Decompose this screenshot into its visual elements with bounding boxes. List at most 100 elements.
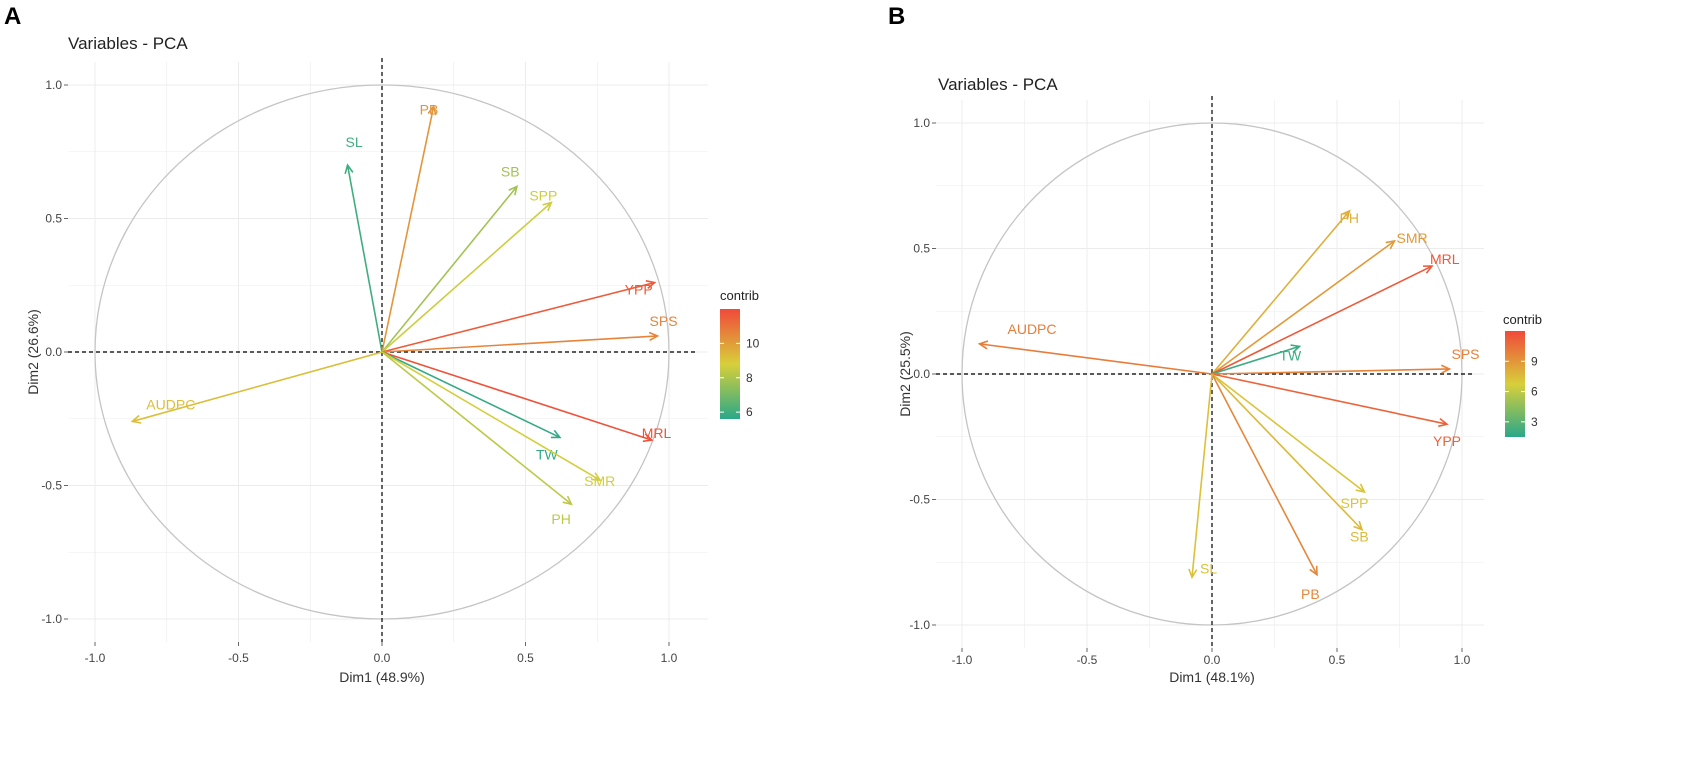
x-tick-label: -0.5 [228, 651, 249, 665]
variable-label: PB [420, 101, 439, 117]
y-tick-label: -1.0 [909, 618, 930, 632]
arrow-shaft [1211, 373, 1318, 576]
variable-arrow-audpc: AUDPC [130, 351, 383, 424]
arrow-shaft [1191, 373, 1213, 578]
arrow-head [344, 163, 354, 174]
variable-arrow-ph: PH [381, 351, 573, 527]
arrow-head [977, 340, 989, 350]
arrow-shaft [1211, 345, 1300, 375]
arrow-shaft [132, 351, 383, 423]
y-tick-label: 0.5 [45, 212, 62, 226]
variable-arrows-a: PB SL SB SPP YPP SPS AUDPC MRL TW SMR PH [130, 101, 678, 527]
y-tick-label: 1.0 [913, 116, 930, 130]
variable-label: PB [1301, 586, 1320, 602]
variable-label: SB [1350, 529, 1369, 545]
arrow-head [648, 331, 660, 342]
variable-label: TW [536, 446, 559, 462]
legend-tick-label: 3 [1531, 415, 1538, 429]
legend-b: contrib 9 6 3 [1503, 312, 1542, 437]
arrow-shaft [346, 164, 383, 353]
variable-arrow-sl: SL [1188, 373, 1217, 580]
x-ticks-b: -1.0 -0.5 0.0 0.5 1.0 [952, 648, 1471, 667]
arrow-shaft [1211, 373, 1363, 531]
legend-ticks-b: 9 6 3 [1505, 354, 1538, 429]
arrow-shaft [381, 106, 435, 353]
panel-a: A Variables - PCA PB SL SB SPP YPP SPS AUDPC MR… [4, 3, 760, 685]
panel-label-a: A [4, 3, 21, 30]
variable-label: PH [1340, 210, 1359, 226]
variable-arrow-ypp: YPP [381, 280, 657, 353]
variable-label: SMR [584, 473, 615, 489]
arrow-head [1385, 239, 1396, 250]
x-tick-label: 0.5 [1329, 653, 1346, 667]
x-tick-label: 0.0 [1204, 653, 1221, 667]
legend-tick-label: 6 [746, 405, 753, 419]
arrow-head [1355, 483, 1366, 494]
x-tick-label: 1.0 [1454, 653, 1471, 667]
arrow-head [591, 472, 602, 482]
x-tick-label: 0.5 [517, 651, 534, 665]
y-axis-title-a: Dim2 (26.6%) [25, 309, 41, 395]
variable-label: AUDPC [1008, 321, 1057, 337]
variable-arrow-tw: TW [1211, 344, 1302, 375]
variable-label: SPP [529, 187, 557, 203]
y-tick-label: -0.5 [909, 493, 930, 507]
variable-arrow-sb: SB [1211, 373, 1369, 545]
arrow-shaft [979, 343, 1213, 375]
variable-arrow-smr: SMR [381, 351, 615, 489]
y-ticks-b: -1.0 -0.5 0.0 0.5 1.0 [909, 116, 936, 632]
x-axis-title-b: Dim1 (48.1%) [1169, 669, 1255, 685]
chart-title-a: Variables - PCA [68, 34, 188, 53]
y-axis-title-b: Dim2 (25.5%) [897, 331, 913, 417]
variable-arrow-spp: SPP [381, 187, 557, 353]
arrow-shaft [381, 351, 561, 439]
arrow-head [1438, 418, 1449, 428]
x-axis-title-a: Dim1 (48.9%) [339, 669, 425, 685]
variable-arrow-spp: SPP [1211, 373, 1369, 511]
variable-label: YPP [1433, 433, 1461, 449]
arrow-head [130, 414, 142, 424]
legend-tick-label: 8 [746, 371, 753, 385]
arrow-head [550, 429, 562, 439]
x-tick-label: -1.0 [952, 653, 973, 667]
x-tick-label: -1.0 [85, 651, 106, 665]
variable-arrow-sps: SPS [381, 313, 678, 353]
zero-lines-b [936, 96, 1474, 648]
legend-a: contrib 10 8 6 [720, 288, 760, 419]
y-tick-label: -0.5 [41, 479, 62, 493]
legend-tick-label: 6 [1531, 385, 1538, 399]
legend-colorbar-b [1505, 331, 1525, 437]
arrow-head [1290, 344, 1302, 354]
legend-ticks-a: 10 8 6 [720, 336, 760, 419]
legend-title-b: contrib [1503, 312, 1542, 327]
variable-label: SPS [650, 313, 678, 329]
panel-label-b: B [888, 3, 905, 30]
variable-label: SB [501, 163, 520, 179]
x-tick-label: 1.0 [661, 651, 678, 665]
arrow-shaft [1211, 265, 1433, 375]
legend-colorbar-a [720, 309, 740, 419]
legend-title-a: contrib [720, 288, 759, 303]
x-ticks-a: -1.0 -0.5 0.0 0.5 1.0 [85, 642, 678, 665]
variable-label: MRL [642, 425, 672, 441]
arrow-head [542, 201, 553, 212]
chart-title-b: Variables - PCA [938, 75, 1058, 94]
arrow-head [1440, 364, 1452, 374]
variable-arrow-mrl: MRL [381, 351, 672, 443]
arrow-head [562, 495, 573, 506]
variable-arrow-pb: PB [381, 101, 439, 353]
x-tick-label: -0.5 [1077, 653, 1098, 667]
y-ticks-a: -1.0 -0.5 0.0 0.5 1.0 [41, 78, 68, 626]
arrow-shaft [1211, 240, 1395, 375]
arrow-shaft [381, 201, 552, 353]
variable-label: YPP [625, 282, 653, 298]
variable-arrow-ypp: YPP [1211, 373, 1461, 449]
arrow-shaft [381, 281, 655, 353]
variable-arrow-tw: TW [381, 351, 562, 462]
arrow-head [1188, 568, 1198, 580]
arrow-head [1309, 565, 1318, 577]
y-tick-label: 1.0 [45, 78, 62, 92]
